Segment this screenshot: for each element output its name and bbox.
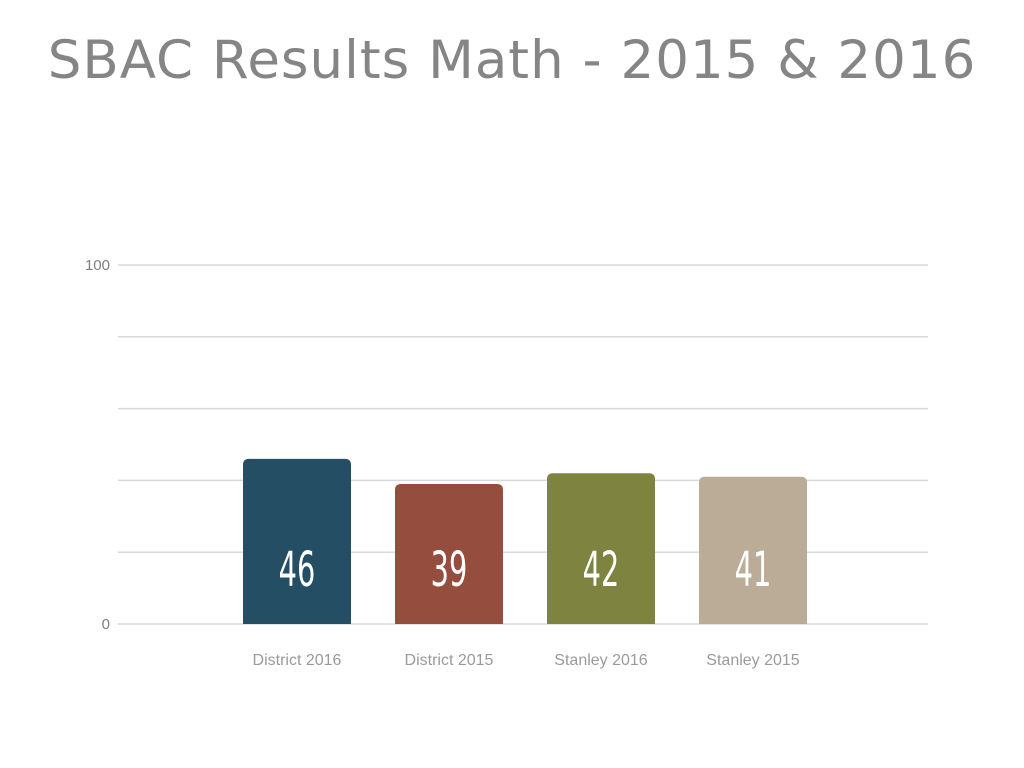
category-label: District 2015 — [405, 652, 494, 669]
bar — [395, 483, 503, 624]
bar-value-label: 41 — [735, 542, 772, 598]
bar-value-label: 42 — [583, 542, 620, 598]
bar-value-label: 39 — [431, 542, 468, 598]
bar — [547, 473, 655, 624]
bars: 46 39 42 41 — [243, 458, 807, 624]
bar-value-label: 46 — [279, 542, 316, 598]
bar — [243, 458, 351, 624]
category-label: Stanley 2015 — [706, 652, 800, 669]
category-label: Stanley 2016 — [554, 652, 648, 669]
category-labels: District 2016 District 2015 Stanley 2016 St… — [253, 652, 800, 669]
y-axis-ticks: 0 100 — [85, 257, 110, 633]
bar — [699, 476, 807, 624]
y-tick-label: 100 — [85, 257, 110, 274]
chart-title: SBAC Results Math - 2015 & 2016 — [47, 30, 977, 91]
category-label: District 2016 — [253, 652, 342, 669]
y-tick-label: 0 — [102, 616, 110, 633]
